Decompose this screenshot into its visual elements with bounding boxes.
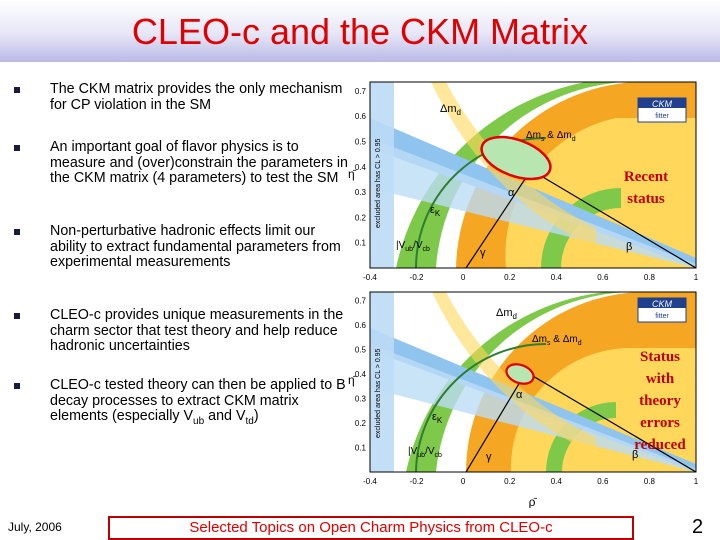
plot-label-dmd: Δmd: [440, 103, 461, 117]
recent-status-label: Recent status: [608, 166, 684, 210]
side-label-line: Recent: [623, 169, 669, 185]
side-label-line: status: [627, 191, 665, 207]
plot-x-ticks: -0.4 -0.2 0 0.2 0.4 0.6 0.8 1: [363, 273, 699, 282]
x-tick-label: 0.8: [644, 273, 656, 282]
slide-title: CLEO-c and the CKM Matrix: [131, 11, 589, 52]
plot-excluded-label: excluded area has CL > 0.95: [375, 348, 382, 438]
x-tick-label: -0.4: [363, 273, 377, 282]
bullet-text: CLEO-c tested theory can then be applied…: [50, 377, 346, 428]
y-tick-label: 0.6: [355, 321, 367, 330]
x-tick-label: 0.8: [644, 477, 656, 486]
ckm-fit-plot-recent: Δmd Δms & Δmd εK |Vub/Vcb α β γ CKM fitt…: [348, 81, 699, 282]
reduced-errors-label: Status with theory errors reduced: [618, 346, 702, 456]
x-tick-label: 0: [461, 477, 466, 486]
plot-label-vub: |Vub/Vcb: [396, 240, 430, 253]
page-number: 2: [692, 516, 704, 538]
plot-y-ticks: 0.1 0.2 0.3 0.4 0.5 0.6 0.7: [355, 297, 367, 453]
y-tick-label: 0.3: [355, 395, 367, 404]
y-tick-label: 0.5: [355, 346, 367, 355]
x-tick-label: -0.2: [410, 273, 424, 282]
plot-xlabel: ρ̄: [529, 495, 538, 508]
plot-label-epsk: εK: [432, 411, 443, 425]
x-tick-label: -0.4: [363, 477, 377, 486]
footer-title: Selected Topics on Open Charm Physics fr…: [108, 516, 634, 540]
side-label-line: reduced: [634, 437, 686, 453]
y-tick-label: 0.1: [355, 444, 367, 453]
plot-y-ticks: 0.1 0.2 0.3 0.4 0.5 0.6 0.7: [355, 87, 367, 248]
x-tick-label: 0.6: [597, 273, 609, 282]
y-tick-label: 0.1: [355, 239, 367, 248]
plot-label-dms: Δms & Δmd: [532, 334, 582, 347]
plot-label-dms: Δms & Δmd: [526, 130, 576, 143]
plot-label-beta: β: [626, 241, 632, 253]
ckmfitter-logo: CKM fitter: [637, 297, 687, 323]
plot-label-epsk: εK: [430, 204, 441, 218]
plot-label-dmd: Δmd: [496, 307, 517, 321]
x-tick-label: 0.4: [551, 273, 563, 282]
svg-text:CKM: CKM: [652, 299, 673, 309]
y-tick-label: 0.3: [355, 188, 367, 197]
plot-label-gamma: γ: [486, 451, 492, 463]
plot-label-beta: β: [632, 449, 638, 461]
plot-label-gamma: γ: [480, 247, 486, 259]
y-tick-label: 0.4: [355, 370, 367, 379]
plot-ylabel: η̄: [348, 167, 357, 181]
ckmfitter-logo: CKM fitter: [637, 97, 687, 123]
bullet-square-icon: [14, 145, 20, 151]
y-tick-label: 0.4: [355, 163, 367, 172]
bullet-text: An important goal of flavor physics is t…: [50, 139, 348, 187]
x-tick-label: 0: [461, 273, 466, 282]
plot-label-vub: |Vub/Vcb: [408, 446, 442, 459]
bullet-square-icon: [14, 383, 20, 389]
side-label-line: errors: [640, 415, 680, 431]
x-tick-label: -0.2: [410, 477, 424, 486]
y-tick-label: 0.2: [355, 419, 367, 428]
svg-text:CKM: CKM: [652, 99, 673, 109]
bullet-square-icon: [14, 229, 20, 235]
x-tick-label: 0.2: [504, 477, 516, 486]
bullet-square-icon: [14, 313, 20, 319]
x-tick-label: 0.2: [504, 273, 516, 282]
title-bar: [0, 0, 720, 62]
x-tick-label: 1: [694, 477, 699, 486]
y-tick-label: 0.7: [355, 297, 367, 306]
bullet-text: CLEO-c provides unique measurements in t…: [50, 307, 344, 355]
y-tick-label: 0.2: [355, 213, 367, 222]
svg-text:fitter: fitter: [655, 113, 669, 120]
svg-text:fitter: fitter: [655, 313, 669, 320]
y-tick-label: 0.5: [355, 137, 367, 146]
side-label-line: Status: [639, 349, 680, 365]
bullet-text: The CKM matrix provides the only mechani…: [50, 81, 343, 113]
x-tick-label: 0.4: [551, 477, 563, 486]
y-tick-label: 0.7: [355, 87, 367, 96]
plot-x-ticks: -0.4 -0.2 0 0.2 0.4 0.6 0.8 1: [363, 477, 699, 486]
x-tick-label: 0.6: [597, 477, 609, 486]
x-tick-label: 1: [694, 273, 699, 282]
footer-date: July, 2006: [8, 520, 62, 534]
plot-excluded-label: excluded area has CL > 0.95: [375, 138, 382, 228]
side-label-line: theory: [639, 393, 681, 409]
plot-label-alpha: α: [516, 389, 523, 401]
plot-label-alpha: α: [508, 187, 515, 199]
bullet-square-icon: [14, 87, 20, 93]
ckm-fit-plot-reduced: Δmd Δms & Δmd εK |Vub/Vcb α β γ CKM fitt…: [348, 291, 699, 508]
plot-ylabel: η̄: [348, 373, 357, 387]
side-label-line: with: [645, 371, 675, 387]
bullet-text: Non-perturbative hadronic effects limit …: [50, 223, 341, 271]
y-tick-label: 0.6: [355, 112, 367, 121]
